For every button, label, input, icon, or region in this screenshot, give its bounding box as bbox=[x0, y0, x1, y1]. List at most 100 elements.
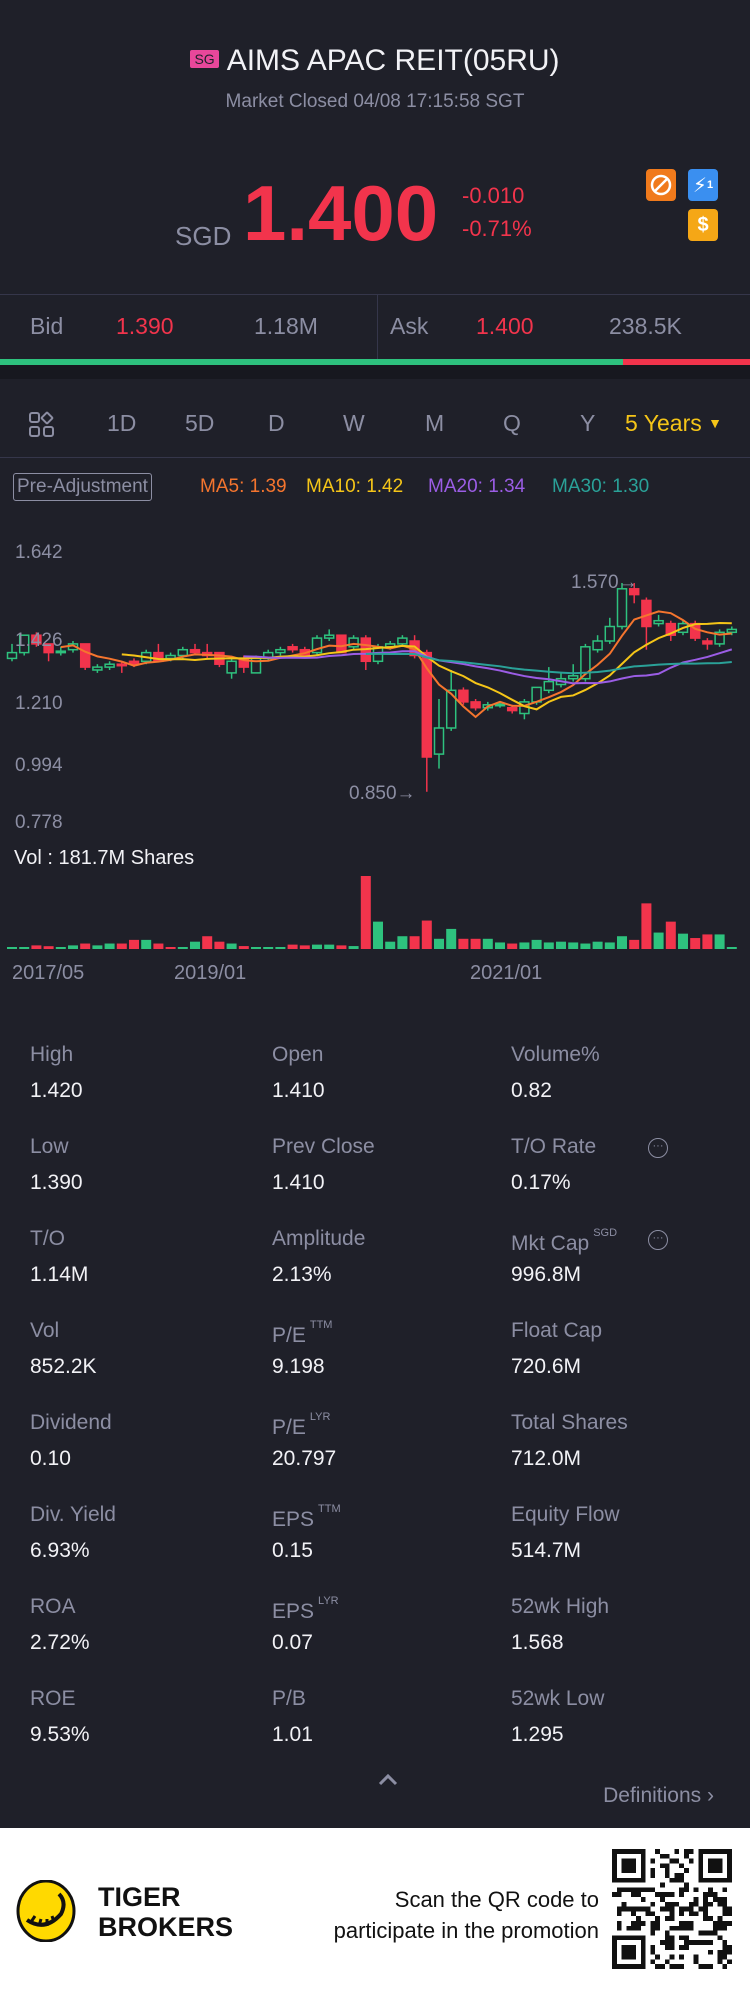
volume-bar bbox=[80, 943, 91, 949]
qr-module bbox=[650, 1868, 656, 1873]
qr-module bbox=[631, 1906, 636, 1912]
candle-body bbox=[6, 651, 18, 660]
qr-module bbox=[650, 1901, 656, 1907]
stat-label-text: Total Shares bbox=[511, 1411, 628, 1434]
high-price-label: 1.570 bbox=[571, 572, 619, 593]
definitions-link[interactable]: Definitions › bbox=[603, 1784, 714, 1808]
collapse-chevron-up-icon[interactable] bbox=[377, 1773, 399, 1792]
volume-bar bbox=[507, 943, 518, 949]
stat-label: P/B bbox=[272, 1687, 306, 1711]
candle-body bbox=[506, 706, 518, 712]
stat-value: 852.2K bbox=[30, 1355, 97, 1378]
qr-module bbox=[727, 1959, 732, 1965]
volume-bar bbox=[299, 945, 310, 949]
qr-module bbox=[722, 1887, 728, 1893]
volume-bar bbox=[678, 933, 688, 949]
qr-module bbox=[684, 1849, 689, 1854]
chart-type-menu-icon[interactable] bbox=[28, 411, 56, 444]
qr-module bbox=[664, 1935, 670, 1941]
qr-finder-center bbox=[708, 1858, 723, 1873]
caret-down-icon: ▼ bbox=[708, 415, 722, 431]
stat-label-text: T/O Rate bbox=[511, 1135, 597, 1158]
price-change: -0.010 bbox=[462, 183, 525, 208]
qr-module bbox=[684, 1868, 689, 1873]
tab-m[interactable]: M bbox=[425, 410, 445, 436]
y-tick-label: 1.210 bbox=[15, 693, 63, 714]
qr-module bbox=[688, 1858, 694, 1864]
stat-label: Float Cap bbox=[511, 1319, 602, 1343]
volume-bar bbox=[665, 921, 676, 949]
candlestick-chart[interactable] bbox=[0, 0, 750, 1000]
stat-label: Equity Flow bbox=[511, 1503, 620, 1527]
flash-icon[interactable]: ⚡ 1 bbox=[688, 169, 718, 201]
qr-module bbox=[684, 1921, 689, 1926]
qr-module bbox=[703, 1930, 708, 1936]
qr-module bbox=[669, 1906, 675, 1912]
stat-label: P/E LYR bbox=[272, 1411, 330, 1440]
volume-bar bbox=[202, 936, 213, 949]
stat-label-superscript: LYR bbox=[318, 1595, 339, 1607]
volume-bar bbox=[92, 945, 103, 949]
stat-label-text: Vol bbox=[30, 1319, 60, 1342]
stat-label: Prev Close bbox=[272, 1135, 375, 1159]
dollar-icon[interactable]: $ bbox=[688, 209, 718, 241]
volume-bar bbox=[141, 939, 152, 949]
y-tick-label: 0.778 bbox=[15, 812, 63, 833]
stat-label-text: ROE bbox=[30, 1687, 76, 1710]
qr-module bbox=[640, 1921, 646, 1926]
tab-5-years[interactable]: 5 Years ▼ bbox=[625, 410, 722, 437]
ask-label: Ask bbox=[390, 313, 429, 339]
tab-d[interactable]: D bbox=[268, 410, 285, 436]
qr-module bbox=[664, 1959, 670, 1965]
qr-module bbox=[693, 1940, 699, 1945]
promo-text: Scan the QR code to participate in the pr… bbox=[334, 1884, 599, 1946]
stat-label: 52wk High bbox=[511, 1595, 609, 1619]
qr-module bbox=[645, 1906, 651, 1912]
volume-bar bbox=[263, 947, 274, 949]
qr-module bbox=[655, 1954, 660, 1960]
info-icon[interactable]: ··· bbox=[648, 1138, 668, 1158]
qr-module bbox=[679, 1921, 684, 1926]
volume-bar bbox=[68, 945, 78, 949]
stock-name: AIMS APAC REIT(05RU) bbox=[226, 44, 560, 77]
tab-q[interactable]: Q bbox=[503, 410, 521, 436]
qr-module bbox=[688, 1906, 694, 1912]
tab-y[interactable]: Y bbox=[580, 410, 596, 436]
volume-bar bbox=[312, 944, 322, 949]
ma30-line bbox=[365, 652, 732, 675]
qr-module bbox=[650, 1930, 656, 1936]
qr-module bbox=[621, 1901, 627, 1907]
qr-module bbox=[679, 1873, 684, 1878]
qr-module bbox=[650, 1873, 656, 1878]
stat-value: 1.14M bbox=[30, 1263, 89, 1286]
no-margin-icon[interactable] bbox=[646, 169, 676, 201]
qr-module bbox=[660, 1863, 665, 1869]
qr-module bbox=[636, 1892, 641, 1897]
qr-module bbox=[708, 1930, 713, 1936]
info-icon[interactable]: ··· bbox=[648, 1230, 668, 1250]
qr-module bbox=[688, 1921, 694, 1926]
qr-module bbox=[712, 1892, 718, 1897]
tab-5d[interactable]: 5D bbox=[185, 410, 215, 436]
qr-module bbox=[616, 1887, 622, 1893]
qr-module bbox=[669, 1916, 675, 1921]
pre-adjustment-toggle[interactable]: Pre-Adjustment bbox=[13, 473, 152, 501]
qr-finder-center bbox=[621, 1858, 636, 1873]
bid-ask-row: Bid 1.390 1.18M Ask 1.400 238.5K bbox=[0, 295, 750, 361]
volume-bar bbox=[495, 942, 505, 949]
low-price-marker: 0.850→ bbox=[349, 783, 416, 804]
qr-module bbox=[717, 1916, 723, 1921]
stat-label: Open bbox=[272, 1043, 323, 1067]
definitions-label: Definitions bbox=[603, 1784, 702, 1807]
volume-bar bbox=[251, 947, 261, 949]
qr-module bbox=[722, 1949, 728, 1955]
volume-bar bbox=[434, 938, 444, 949]
stat-value: 1.568 bbox=[511, 1631, 564, 1654]
qr-finder bbox=[612, 1935, 646, 1969]
qr-module bbox=[650, 1911, 656, 1917]
qr-module bbox=[717, 1935, 723, 1941]
tab-1d[interactable]: 1D bbox=[107, 410, 137, 436]
ma10-label: MA10: 1.42 bbox=[306, 476, 404, 497]
tab-w[interactable]: W bbox=[343, 410, 365, 436]
candle-body bbox=[616, 588, 628, 628]
